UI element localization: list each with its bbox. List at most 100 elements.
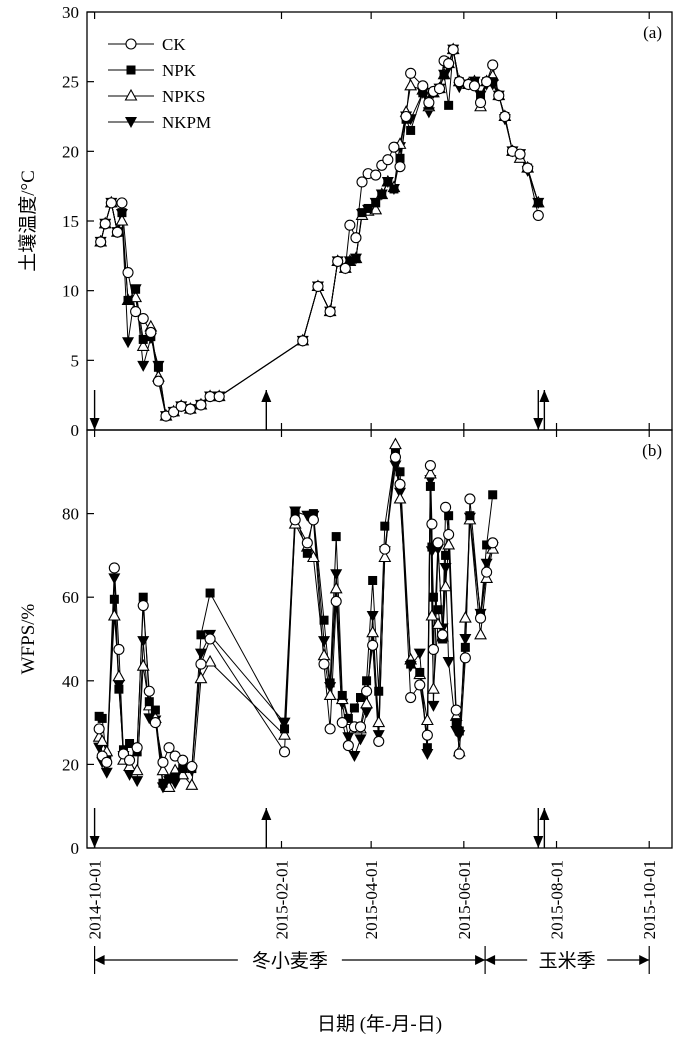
data-point-npk-b — [362, 676, 372, 686]
data-point-npks-b — [474, 627, 487, 640]
data-point-ck-b — [342, 740, 354, 752]
x-tick-label: 2015-06-01 — [455, 860, 474, 939]
x-axis-title: 日期 (年-月-日) — [317, 1013, 442, 1035]
panel-a-label: (a) — [643, 23, 662, 42]
panel-a-ytick-label: 25 — [62, 73, 79, 92]
data-point-npk-a — [117, 208, 127, 218]
data-point-npk-b — [427, 542, 437, 552]
data-point-ck-a — [297, 335, 309, 347]
data-point-nkpm-b — [348, 751, 361, 763]
data-point-npk-b — [482, 540, 492, 550]
data-point-npk-a — [363, 203, 373, 213]
data-point-ck-a — [130, 306, 142, 318]
data-point-ck-b — [367, 639, 379, 651]
data-point-nkpm-b — [131, 776, 144, 788]
data-point-npk-a — [153, 362, 163, 372]
data-point-npks-b — [442, 537, 456, 550]
data-point-ck-a — [443, 58, 455, 70]
data-point-ck-a — [168, 406, 180, 418]
data-point-npk-b — [319, 615, 329, 625]
data-point-ck-a — [111, 226, 123, 238]
data-point-ck-a — [95, 236, 107, 248]
data-point-npk-b — [343, 713, 353, 723]
season-arrowhead-left — [94, 955, 105, 965]
x-tick-label: 2015-02-01 — [272, 860, 291, 939]
data-point-npk-b — [441, 550, 451, 560]
data-point-npk-a — [351, 254, 361, 264]
data-point-ck-b — [373, 735, 385, 747]
data-point-ck-a — [382, 154, 394, 166]
season-label-bg — [527, 945, 608, 975]
legend-marker-nkpm — [125, 117, 137, 128]
data-point-npk-b — [280, 724, 290, 734]
data-point-npks-b — [431, 617, 445, 629]
data-point-ck-a — [453, 76, 465, 88]
x-tick-label: 2014-10-01 — [86, 860, 105, 939]
data-point-ck-b — [108, 562, 120, 574]
data-point-npk-b — [325, 678, 335, 688]
data-point-npks-b — [427, 682, 440, 694]
panel-b-ylabel: WFPS/% — [18, 603, 39, 674]
data-point-ck-b — [204, 633, 216, 645]
season-arrowhead-left — [485, 955, 496, 965]
season-arrowhead-right — [639, 955, 650, 965]
panel-a-ytick-label: 30 — [62, 3, 79, 22]
data-point-npk-b — [428, 592, 438, 602]
panel-a-ylabel: 土壤温度/°C — [17, 170, 39, 272]
data-point-ck-a — [487, 59, 499, 71]
data-point-npk-b — [125, 739, 135, 748]
data-point-ck-a — [499, 110, 511, 123]
data-point-npk-b — [337, 690, 347, 700]
data-point-npk-a — [439, 70, 449, 80]
data-point-ck-b — [437, 629, 449, 641]
data-point-npk-a — [476, 91, 486, 101]
data-point-nkpm-b — [439, 562, 452, 574]
data-point-ck-a — [532, 209, 544, 221]
data-point-npk-b — [395, 467, 405, 477]
data-point-nkpm-b — [137, 636, 150, 648]
data-point-ck-b — [195, 658, 207, 670]
data-point-ck-a — [400, 110, 412, 123]
panel-b-ytick-label: 0 — [71, 839, 80, 858]
data-point-npk-b — [205, 588, 215, 598]
data-point-npks-b — [360, 696, 374, 709]
data-point-nkpm-b — [330, 569, 343, 581]
data-point-npks-b — [130, 763, 144, 776]
data-point-ck-a — [116, 197, 128, 209]
data-point-npks-b — [420, 713, 434, 726]
data-point-npk-b — [138, 592, 148, 602]
data-point-npk-a — [444, 100, 454, 110]
data-point-npks-b — [95, 734, 109, 746]
data-point-npk-b — [451, 718, 461, 728]
data-point-ck-b — [464, 493, 476, 505]
data-point-ck-b — [318, 658, 330, 670]
data-point-nkpm-b — [442, 656, 455, 668]
data-point-ck-b — [487, 537, 499, 549]
panel-a-ytick-label: 0 — [71, 421, 80, 440]
season-label-bg — [237, 945, 342, 975]
data-point-ck-b — [405, 691, 417, 704]
season-arrowhead-right — [475, 955, 486, 965]
data-point-npks-b — [366, 625, 380, 638]
data-point-nkpm-b — [459, 634, 472, 645]
data-point-npks-a — [136, 339, 150, 351]
data-point-ck-b — [354, 721, 367, 733]
data-point-npk-b — [144, 697, 154, 707]
data-point-ck-a — [122, 267, 134, 279]
data-point-ck-b — [149, 717, 161, 729]
legend-label-nkpm: NKPM — [162, 113, 211, 132]
data-point-ck-a — [204, 391, 216, 403]
data-point-npk-a — [389, 184, 399, 194]
data-point-npks-b — [458, 610, 472, 623]
data-point-ck-a — [312, 280, 324, 293]
data-point-ck-b — [330, 595, 342, 607]
data-point-npk-b — [454, 726, 464, 736]
data-point-npk-b — [178, 764, 188, 774]
data-point-ck-a — [213, 391, 225, 403]
legend-marker-npks — [124, 88, 138, 101]
panel-b-ytick-label: 60 — [62, 588, 79, 607]
data-point-ck-b — [379, 543, 391, 555]
data-point-nkpm-b — [194, 648, 207, 660]
data-point-npks-b — [136, 659, 150, 671]
